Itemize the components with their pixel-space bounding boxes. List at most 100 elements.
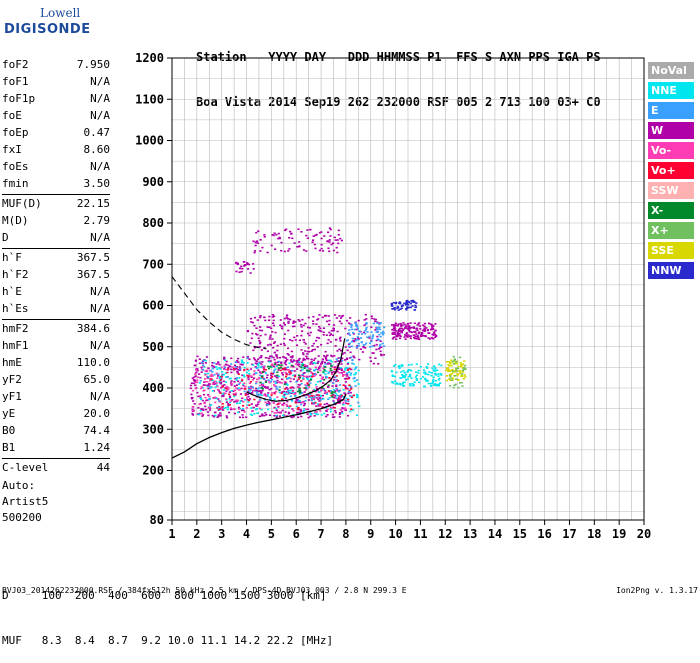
echo-point [275,365,279,367]
echo-point [321,394,324,397]
echo-point [395,382,398,384]
echo-point [324,366,327,368]
echo-point [196,369,199,372]
echo-point [246,397,249,399]
echo-point [274,382,277,384]
echo-point [298,391,302,394]
echo-point [307,326,310,329]
echo-point [192,409,195,412]
echo-point [414,376,417,378]
echo-point [396,383,399,385]
echo-point [304,384,307,386]
echo-point [457,386,460,389]
echo-point [259,326,262,328]
param-row: foEs N/A [2,158,110,175]
echo-point [250,410,254,413]
echo-point [356,395,359,397]
echo-point [269,334,272,337]
echo-point [312,398,315,400]
echo-point [257,364,260,367]
echo-point [270,394,273,396]
echo-point [211,364,214,367]
echo-point [233,401,236,403]
echo-point [238,377,241,379]
echo-point [261,385,264,387]
echo-point [288,377,291,379]
echo-point [353,328,356,331]
echo-point [278,391,281,394]
echo-points [189,227,467,419]
echo-point [230,371,233,374]
echo-point [338,338,342,340]
echo-point [271,316,274,318]
echo-point [296,246,299,248]
echo-point [338,368,341,370]
echo-point [457,373,460,376]
echo-point [317,337,321,339]
echo-point [368,337,371,339]
echo-point [357,401,360,404]
echo-point [402,328,405,331]
echo-point [426,367,429,369]
echo-point [223,366,226,369]
echo-point [307,358,310,360]
echo-point [267,392,270,394]
echo-point [362,331,365,334]
x-tick-label: 20 [637,527,651,541]
software-version: Ion2Png v. 1.3.17 [616,586,698,595]
echo-point [245,371,248,374]
echo-point [193,380,196,383]
echo-point [413,336,416,339]
echo-point [198,362,201,365]
echo-point [309,415,312,418]
echo-point [461,375,464,377]
echo-point [189,387,192,390]
echo-point [305,376,308,378]
echo-point [279,367,283,369]
echo-point [281,374,284,376]
echo-point [310,395,314,397]
echo-point [283,356,286,359]
echo-point [299,369,302,372]
echo-point [259,381,262,384]
echo-point [319,398,323,401]
echo-point [311,399,314,401]
echo-point [447,364,450,366]
echo-point [225,390,228,392]
echo-point [317,329,320,331]
echo-point [411,301,414,303]
echo-point [332,379,336,381]
echo-point [282,368,285,371]
echo-point [268,315,271,318]
echo-point [355,379,359,381]
echo-point [226,371,229,374]
echo-point [241,267,244,270]
echo-point [199,409,202,412]
echo-point [238,267,242,270]
echo-point [352,377,355,380]
echo-point [292,366,295,368]
echo-point [425,379,428,381]
echo-point [249,272,252,274]
param-row: MUF(D) 22.15 [2,195,110,212]
echo-point [264,380,267,382]
echo-point [263,236,266,238]
echo-point [276,363,279,366]
echo-point [258,400,261,403]
echo-point [217,407,220,409]
echo-point [312,402,315,404]
echo-point [357,337,360,339]
echo-point [295,399,299,402]
echo-point [269,360,272,362]
echo-point [237,383,240,385]
echo-point [307,394,310,396]
echo-point [292,359,295,361]
param-label: M(D) [2,214,29,227]
echo-point [453,359,456,362]
echo-point [318,314,321,316]
echo-point [423,327,426,329]
echo-point [239,368,242,370]
echo-point [345,373,349,376]
echo-point [302,357,305,360]
x-tick-label: 14 [488,527,502,541]
